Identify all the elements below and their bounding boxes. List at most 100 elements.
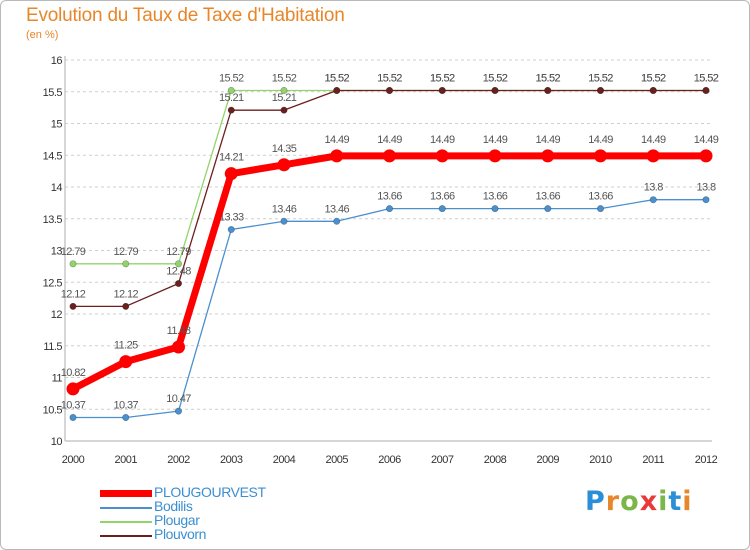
x-tick-label: 2008 (484, 454, 507, 466)
data-point-plouvorn (596, 86, 604, 94)
logo-letter: i (682, 486, 693, 517)
y-tick-label: 15.5 (43, 87, 63, 99)
logo-letter: P (585, 486, 606, 517)
y-tick-label: 12 (51, 309, 63, 321)
x-tick-label: 2007 (431, 454, 454, 466)
data-point-plougourvest (435, 149, 449, 163)
data-label-plougar: 15.52 (377, 72, 402, 84)
y-tick-label: 12.5 (43, 277, 63, 289)
chart-legend: PLOUGOURVEST Bodilis Plougar Plouvorn (100, 484, 360, 542)
data-point-plougourvest (119, 355, 133, 369)
data-label-bodilis: 13.66 (535, 191, 560, 203)
data-label-plougourvest: 11.48 (167, 325, 191, 337)
data-point-plougourvest (383, 149, 396, 163)
data-point-plougourvest (699, 149, 713, 163)
data-label-bodilis: 13.8 (696, 182, 715, 194)
legend-swatch-plougar (100, 521, 152, 523)
logo-letter: r (605, 486, 621, 517)
data-point-bodilis (649, 196, 657, 204)
proxiti-logo: Proxiti (585, 486, 693, 517)
legend-swatch-plougourvest (100, 490, 152, 497)
data-label-plougar: 15.52 (535, 72, 560, 84)
chart-title: Evolution du Taux de Taxe d'Habitation (26, 5, 345, 26)
x-tick-label: 2012 (695, 454, 718, 466)
data-point-plouvorn (385, 86, 393, 94)
y-tick-label: 10 (51, 436, 63, 448)
legend-item-plougourvest: PLOUGOURVEST (100, 484, 360, 500)
data-point-plougourvest (330, 149, 344, 163)
data-point-plouvorn (69, 302, 77, 310)
data-point-plougourvest (646, 149, 660, 163)
data-label-plouvorn: 15.52 (483, 72, 508, 84)
data-label-bodilis: 13.66 (430, 191, 455, 203)
data-point-plouvorn (122, 302, 130, 310)
data-point-bodilis (491, 205, 499, 213)
data-point-bodilis (333, 217, 341, 225)
data-point-bodilis (385, 205, 393, 213)
data-label-plougar: 12.79 (61, 246, 86, 258)
y-tick-label: 16 (51, 55, 63, 67)
data-label-plougourvest: 14.49 (641, 134, 666, 146)
legend-label-plougourvest: PLOUGOURVEST (154, 484, 266, 500)
data-point-plouvorn (175, 280, 183, 288)
logo-letter: t (668, 486, 683, 517)
data-point-bodilis (702, 196, 710, 204)
data-label-plougar: 15.52 (324, 72, 349, 84)
data-point-plougourvest (277, 158, 291, 172)
x-tick-label: 2002 (167, 454, 190, 466)
line-chart: 10 10.5 11 11.5 12 12.5 13 13.5 14 14.5 15 15.5 16 20… (43, 55, 720, 466)
data-label-plougar: 15.52 (219, 72, 244, 84)
y-tick-label: 11.5 (43, 341, 62, 353)
data-label-bodilis: 13.46 (272, 203, 297, 215)
legend-item-plouvorn: Plouvorn (100, 527, 360, 542)
data-label-bodilis: 13.66 (483, 191, 508, 203)
data-label-bodilis: 10.37 (113, 400, 138, 412)
data-label-plougourvest: 14.49 (377, 134, 402, 146)
data-point-plouvorn (333, 86, 341, 94)
x-tick-label: 2010 (589, 454, 612, 466)
y-tick-label: 11 (52, 373, 63, 385)
data-point-bodilis (596, 205, 604, 213)
data-label-bodilis: 13.66 (377, 191, 402, 203)
data-label-plougar: 15.52 (272, 72, 297, 84)
data-point-plouvorn (649, 86, 657, 94)
legend-label-plougar: Plougar (154, 512, 200, 528)
data-label-plouvorn: 15.52 (535, 72, 560, 84)
data-point-bodilis (280, 217, 288, 225)
data-point-plouvorn (438, 86, 446, 94)
data-point-plougourvest (594, 149, 607, 163)
data-label-plougourvest: 14.35 (272, 143, 297, 155)
data-point-plougar (69, 260, 77, 268)
data-point-plougar (122, 260, 130, 268)
data-label-plougar: 15.52 (588, 72, 613, 84)
y-tick-label: 10.5 (43, 404, 63, 416)
series-line-plougar (72, 89, 707, 265)
logo-letter: x (639, 486, 659, 517)
data-label-plouvorn: 12.12 (61, 288, 86, 300)
legend-label-bodilis: Bodilis (154, 498, 193, 514)
data-point-bodilis (122, 414, 130, 422)
series-line-bodilis (72, 199, 707, 419)
data-point-plouvorn (544, 86, 552, 94)
data-point-plougourvest (66, 382, 80, 396)
data-label-plougar: 12.79 (113, 246, 138, 258)
data-point-plouvorn (227, 106, 235, 114)
data-label-plougourvest: 11.25 (114, 340, 138, 352)
data-point-plougourvest (541, 149, 555, 163)
data-label-plouvorn: 15.52 (588, 72, 613, 84)
data-point-plougourvest (224, 167, 238, 181)
data-label-bodilis: 13.46 (324, 203, 349, 215)
data-point-bodilis (438, 205, 446, 213)
x-tick-label: 2011 (642, 454, 664, 466)
data-label-bodilis: 13.8 (644, 182, 663, 194)
data-label-plougourvest: 14.49 (694, 134, 719, 146)
x-tick-label: 2003 (220, 454, 243, 466)
x-tick-label: 2004 (273, 454, 296, 466)
data-point-bodilis (544, 205, 552, 213)
data-label-plouvorn: 12.48 (166, 266, 191, 278)
legend-swatch-plouvorn (100, 535, 152, 537)
x-tick-label: 2001 (115, 454, 138, 466)
data-label-plougourvest: 14.49 (535, 134, 560, 146)
data-label-bodilis: 10.47 (166, 393, 191, 405)
data-label-plougar: 15.52 (641, 72, 666, 84)
